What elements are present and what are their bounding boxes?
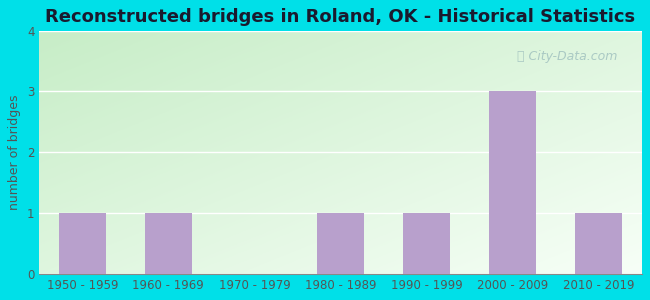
Bar <box>489 92 536 274</box>
Bar <box>145 213 192 274</box>
Y-axis label: number of bridges: number of bridges <box>8 94 21 210</box>
Bar <box>403 213 450 274</box>
Title: Reconstructed bridges in Roland, OK - Historical Statistics: Reconstructed bridges in Roland, OK - Hi… <box>46 8 636 26</box>
Bar <box>575 213 622 274</box>
Bar <box>317 213 364 274</box>
Text: ⓘ City-Data.com: ⓘ City-Data.com <box>517 50 617 63</box>
Bar <box>58 213 106 274</box>
